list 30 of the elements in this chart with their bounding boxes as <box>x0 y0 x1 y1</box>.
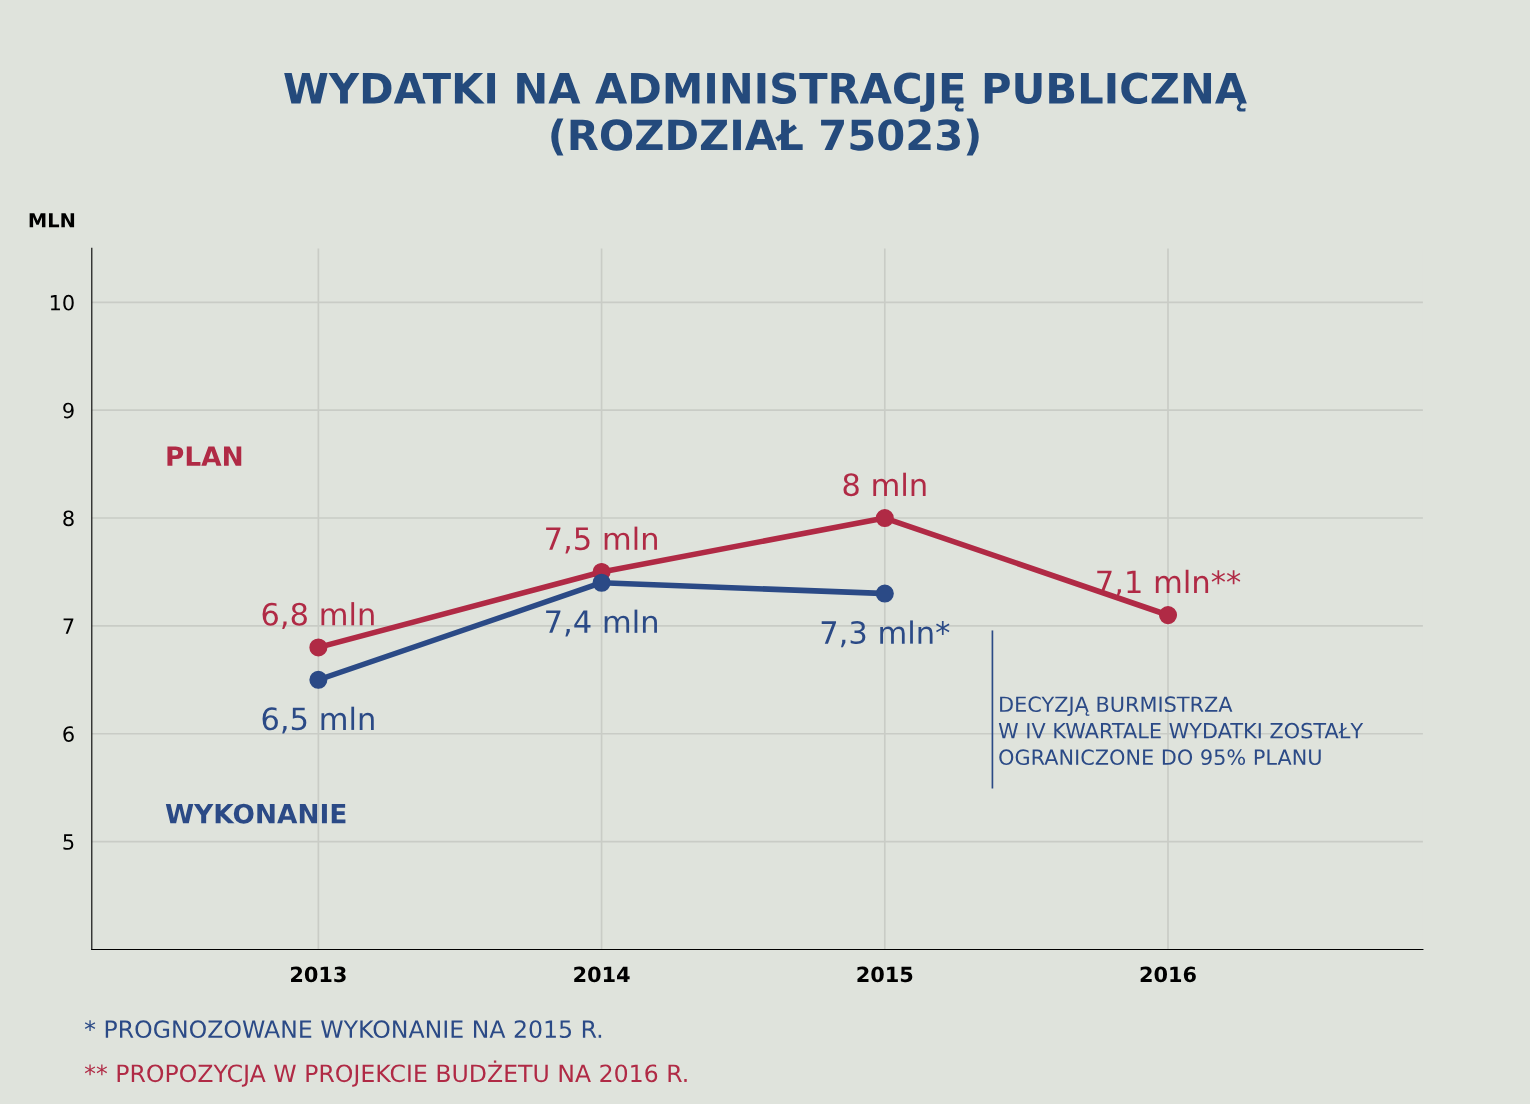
text: * PROGNOZOWANE WYKONANIE NA 2015 R. <box>84 1020 602 1039</box>
y-axis-title: MLN <box>29 213 75 228</box>
y-tick-label: 9 <box>63 402 74 419</box>
point <box>309 638 328 657</box>
point <box>1158 606 1178 625</box>
text: WYKONANIE <box>165 803 346 824</box>
data-label: 7,1 mln** <box>1097 569 1241 597</box>
chart-title: WYDATKI NA ADMINISTRACJĘ PUBLICZNĄ (ROZDZIAŁ 75023) <box>284 72 1247 156</box>
y-tick-label: 6 <box>63 726 74 742</box>
data-label: 8 mln <box>843 472 926 497</box>
data-label: 7,3 mln* <box>821 620 950 648</box>
y-tick-label: 8 <box>63 510 74 527</box>
x-tick-label: 2014 <box>574 966 630 983</box>
data-label: 7,5 mln <box>546 526 657 554</box>
data-label: 6,5 mln <box>262 706 374 734</box>
x-tick-label: 2016 <box>1140 966 1196 983</box>
text: ** PROPOZYCJA W PROJEKCIE BUDŻETU NA 2016 R. <box>84 1060 687 1087</box>
data-label: 6,8 mln <box>262 602 374 629</box>
point <box>592 573 611 592</box>
y-tick-label: 7 <box>63 618 74 634</box>
point <box>309 670 328 689</box>
y-tick-label: 10 <box>50 294 74 311</box>
data-label: 7,4 mln <box>546 609 657 637</box>
annotation: DECYZJĄ BURMISTRZA W IV KWARTALE WYDATKI ZOSTAŁY OGRANICZONE DO 95% PLANU <box>998 696 1364 766</box>
x-tick-label: 2015 <box>857 966 913 983</box>
text: PLAN <box>167 446 242 466</box>
x-tick-label: 2013 <box>291 966 346 983</box>
y-tick-label: 5 <box>63 834 74 850</box>
point <box>875 584 894 603</box>
point <box>875 509 894 528</box>
